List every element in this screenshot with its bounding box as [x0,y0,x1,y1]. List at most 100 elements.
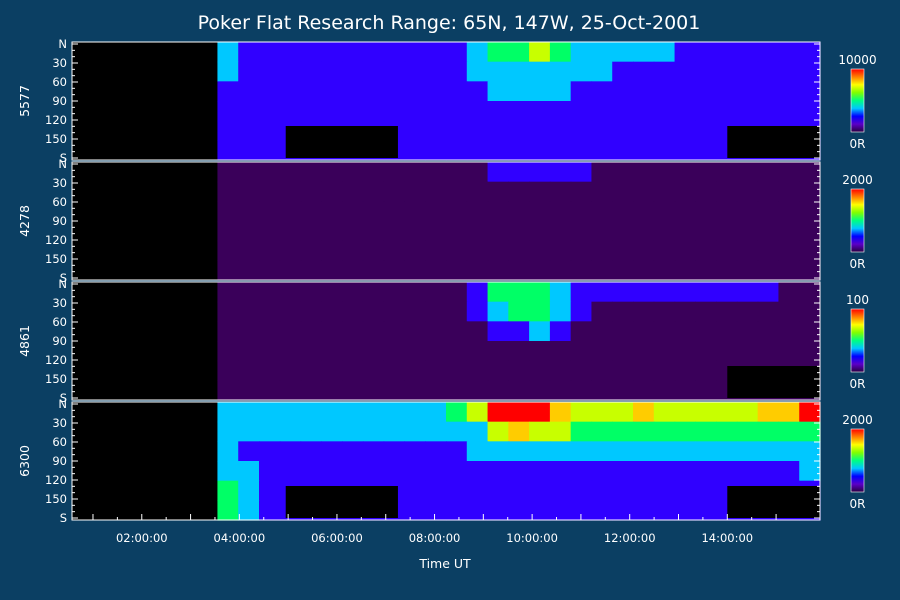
heatmap-cell [238,500,260,521]
heatmap-cell [321,321,343,342]
heatmap-cell [238,260,260,281]
heatmap-cell [238,341,260,362]
heatmap-cell [217,260,239,281]
heatmap-cell [612,42,634,63]
heatmap-cell [321,461,343,482]
heatmap-cell [362,321,385,342]
heatmap-cell [757,321,780,342]
heatmap-cell [736,240,759,261]
heatmap-cell [716,461,738,482]
heatmap-cell [404,120,426,141]
heatmap-cell [508,321,530,342]
heatmap-cell [695,500,717,521]
heatmap-cell [570,341,593,362]
heatmap-cell [799,101,821,122]
heatmap-cell [425,480,447,501]
heatmap-cell [508,201,530,222]
heatmap-cell [342,221,364,242]
heatmap-cell [279,282,302,303]
heatmap-cell [549,282,572,303]
heatmap-cell [653,240,676,261]
heatmap-cell [259,301,281,322]
heatmap-cell [446,162,468,183]
heatmap-cell [321,402,343,423]
heatmap-cell [549,221,572,242]
x-tick-label: 14:00:00 [701,531,753,545]
heatmap-cell [238,480,260,501]
heatmap-cell [778,240,800,261]
heatmap-cell [570,321,593,342]
heatmap-cell [362,162,385,183]
heatmap-cell [757,42,780,63]
y-tick-label-north: N [58,37,67,51]
heatmap-cell [342,101,364,122]
heatmap-cell [570,402,593,423]
y-tick-label: 120 [45,353,67,367]
heatmap-cell [404,181,426,202]
heatmap-cell [259,421,281,442]
heatmap-cell [716,341,738,362]
heatmap-cell [383,260,406,281]
heatmap-cell [633,341,655,362]
heatmap-cell [736,402,759,423]
heatmap-cell [383,240,406,261]
heatmap-cell [736,421,759,442]
heatmap-cell [279,301,302,322]
heatmap-cell [633,402,655,423]
heatmap-cell [549,162,572,183]
heatmap-cell [446,321,468,342]
heatmap-cell [612,81,634,102]
y-tick-label: 120 [45,233,67,247]
colorbar-min-label: 0R [850,497,866,511]
heatmap-cell [674,81,696,102]
heatmap-cell [300,360,322,381]
heatmap-cell [653,441,676,462]
heatmap-cell [508,301,530,322]
heatmap-cell [383,461,406,482]
heatmap-cell [362,402,385,423]
heatmap-cell [653,61,676,82]
colorbar-min-label: 0R [850,377,866,391]
y-tick-label-north: N [58,157,67,171]
heatmap-cell [736,221,759,242]
heatmap-cell [716,61,738,82]
heatmap-cell [736,61,759,82]
heatmap-cell [778,260,800,281]
heatmap-cell [653,201,676,222]
heatmap-cell [383,162,406,183]
y-tick-label: 30 [52,176,67,190]
heatmap-cell [529,240,551,261]
heatmap-cell [757,81,780,102]
heatmap-cell [508,421,530,442]
heatmap-cell [300,282,322,303]
heatmap-cell [446,101,468,122]
heatmap-cell [238,282,260,303]
heatmap-cell [653,282,676,303]
heatmap-cell [674,221,696,242]
heatmap-cell [633,42,655,63]
heatmap-cell [362,221,385,242]
heatmap-cell [362,81,385,102]
heatmap-cell [342,360,364,381]
heatmap-cell [778,461,800,482]
heatmap-cell [591,81,613,102]
heatmap-cell [259,480,281,501]
heatmap-cell [466,120,489,141]
heatmap-cell [217,101,239,122]
heatmap-cell [466,240,489,261]
heatmap-cell [466,480,489,501]
heatmap-cell [425,341,447,362]
heatmap-cell [279,360,302,381]
heatmap-cell [549,480,572,501]
heatmap-cell [466,282,489,303]
heatmap-cell [259,260,281,281]
heatmap-cell [446,42,468,63]
heatmap-cell [383,380,406,401]
heatmap-cell [487,162,509,183]
heatmap-cell [778,282,800,303]
heatmap-cell [529,61,551,82]
y-tick-label-south: S [60,391,67,405]
heatmap-cell [487,441,509,462]
heatmap-cell [799,81,821,102]
